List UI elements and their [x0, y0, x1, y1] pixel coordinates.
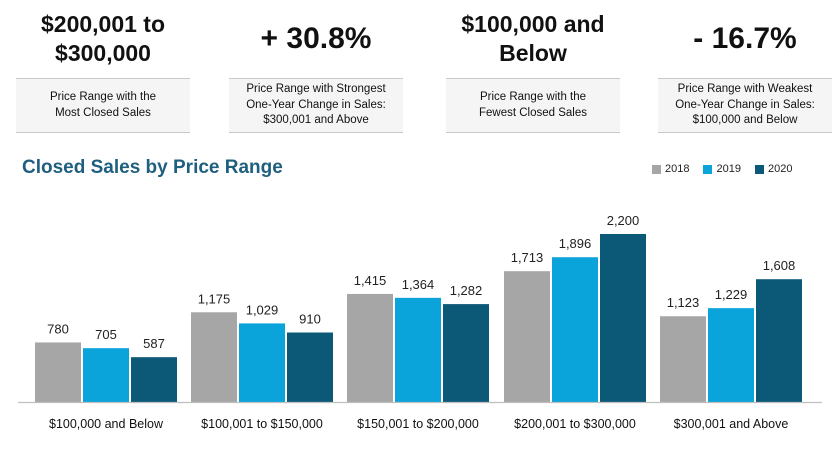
data-label: 1,364	[402, 277, 435, 292]
data-label: 587	[143, 336, 165, 351]
legend-label: 2019	[716, 163, 741, 175]
data-label: 1,896	[559, 236, 592, 251]
data-label: 1,175	[198, 291, 231, 306]
kpi-value: + 30.8%	[229, 0, 403, 79]
data-label: 1,029	[246, 302, 279, 317]
kpi-description: Price Range with the Most Closed Sales	[16, 79, 190, 133]
legend-item: 2019	[703, 163, 741, 175]
legend-item: 2018	[652, 163, 689, 175]
kpi-weakest-change: - 16.7% Price Range with Weakest One-Yea…	[658, 0, 832, 133]
kpi-description: Price Range with the Fewest Closed Sales	[446, 79, 620, 133]
kpi-fewest-closed-sales: $100,000 and Below Price Range with the …	[446, 0, 620, 133]
data-label: 1,123	[667, 295, 700, 310]
bar	[83, 348, 129, 402]
bar	[347, 293, 393, 402]
data-label: 780	[47, 321, 69, 336]
bar	[756, 279, 802, 402]
kpi-value: - 16.7%	[658, 0, 832, 79]
data-label: 910	[299, 312, 321, 327]
bar	[191, 312, 237, 402]
kpi-value: $200,001 to $300,000	[16, 0, 190, 79]
chart-legend: 2018 2019 2020	[652, 163, 792, 175]
kpi-strongest-change: + 30.8% Price Range with Strongest One-Y…	[229, 0, 403, 133]
bar	[287, 332, 333, 402]
bar	[660, 316, 706, 402]
bar	[600, 234, 646, 402]
category-label: $100,000 and Below	[49, 417, 164, 431]
legend-swatch	[754, 164, 764, 174]
data-label: 1,282	[450, 283, 483, 298]
data-label: 1,229	[715, 287, 748, 302]
kpi-most-closed-sales: $200,001 to $300,000 Price Range with th…	[16, 0, 190, 133]
kpi-description: Price Range with Strongest One-Year Chan…	[229, 79, 403, 133]
data-label: 1,415	[354, 273, 387, 288]
category-label: $150,001 to $200,000	[357, 417, 479, 431]
bar	[552, 257, 598, 402]
data-label: 1,713	[511, 250, 544, 265]
category-label: $200,001 to $300,000	[514, 417, 636, 431]
data-label: 2,200	[607, 213, 640, 228]
bar	[504, 271, 550, 402]
chart-title: Closed Sales by Price Range	[22, 157, 283, 178]
legend-label: 2020	[767, 163, 793, 175]
bar	[395, 297, 441, 402]
category-label: $300,001 and Above	[674, 417, 789, 431]
data-label: 1,608	[763, 258, 796, 273]
legend-item: 2020	[754, 163, 793, 175]
legend-swatch	[652, 164, 661, 174]
data-label: 705	[95, 327, 117, 342]
bar	[239, 323, 285, 402]
kpi-value: $100,000 and Below	[446, 0, 620, 79]
bar	[443, 304, 489, 402]
kpi-description: Price Range with Weakest One-Year Change…	[658, 79, 832, 133]
legend-swatch	[703, 164, 713, 174]
category-label: $100,001 to $150,000	[201, 417, 323, 431]
legend-label: 2018	[665, 163, 690, 175]
bar	[35, 342, 81, 402]
bar	[131, 357, 177, 402]
bar	[708, 308, 754, 402]
